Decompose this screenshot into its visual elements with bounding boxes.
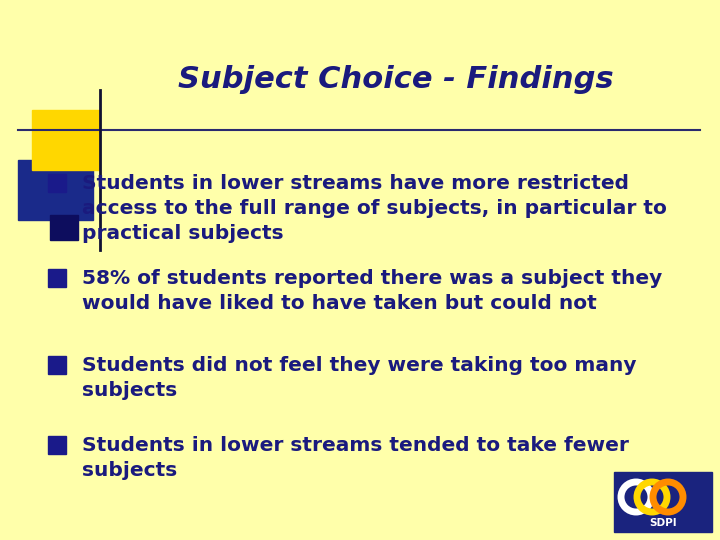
Bar	[614, 472, 712, 532]
Bar	[50, 215, 78, 240]
Bar	[18, 160, 93, 220]
Text: Students did not feel they were taking too many
subjects: Students did not feel they were taking t…	[82, 356, 636, 400]
Bar	[48, 174, 66, 192]
Bar	[48, 356, 66, 374]
Bar	[32, 110, 100, 170]
Text: Students in lower streams have more restricted
access to the full range of subje: Students in lower streams have more rest…	[82, 174, 667, 243]
Bar	[48, 269, 66, 287]
Text: 58% of students reported there was a subject they
would have liked to have taken: 58% of students reported there was a sub…	[82, 269, 662, 313]
Text: Students in lower streams tended to take fewer
subjects: Students in lower streams tended to take…	[82, 436, 629, 480]
Bar	[48, 436, 66, 454]
Text: SDPI: SDPI	[649, 518, 677, 528]
Text: Subject Choice - Findings: Subject Choice - Findings	[178, 65, 614, 94]
